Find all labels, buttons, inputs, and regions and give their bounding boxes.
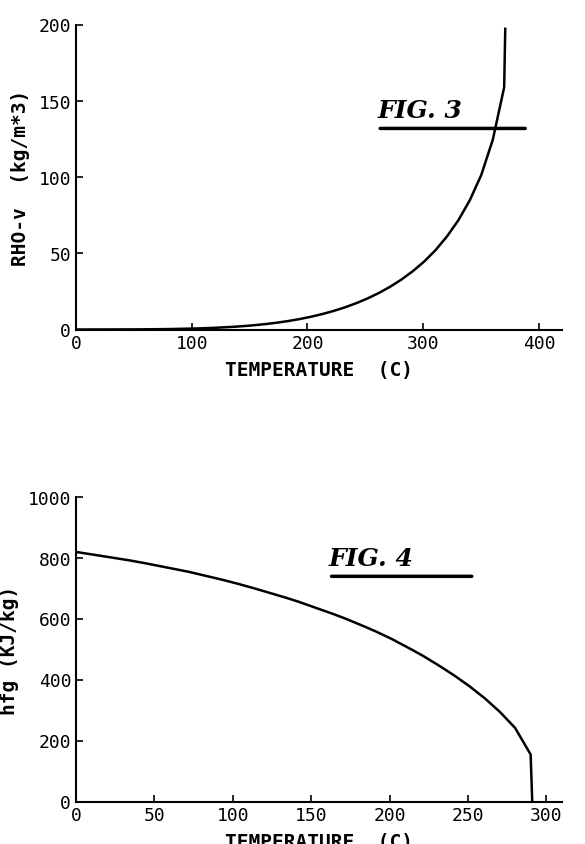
X-axis label: TEMPERATURE  (C): TEMPERATURE (C) (225, 833, 413, 844)
X-axis label: TEMPERATURE  (C): TEMPERATURE (C) (225, 361, 413, 380)
Text: FIG. 3: FIG. 3 (377, 99, 462, 122)
Y-axis label: hfg (KJ/kg): hfg (KJ/kg) (1, 585, 19, 714)
Y-axis label: RHO-v  (kg/m*3): RHO-v (kg/m*3) (11, 89, 30, 266)
Text: FIG. 4: FIG. 4 (329, 546, 414, 571)
